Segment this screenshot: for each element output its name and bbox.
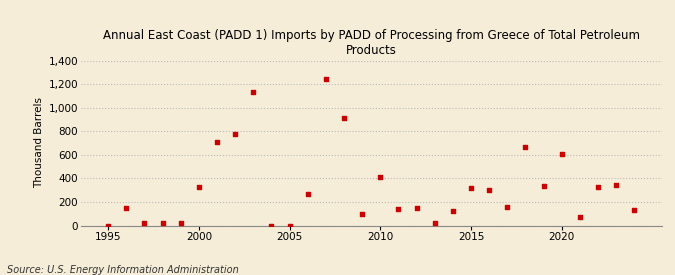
Point [339, 116, 350, 120]
Point [556, 152, 567, 156]
Point [357, 211, 368, 216]
Point [230, 131, 240, 136]
Y-axis label: Thousand Barrels: Thousand Barrels [34, 98, 45, 188]
Point [502, 204, 513, 209]
Point [194, 185, 205, 189]
Point [611, 183, 622, 188]
Point [321, 77, 331, 82]
Point [629, 208, 640, 212]
Point [574, 215, 585, 219]
Point [448, 209, 458, 214]
Point [212, 140, 223, 144]
Point [593, 185, 603, 189]
Point [520, 144, 531, 149]
Point [139, 221, 150, 225]
Point [157, 221, 168, 225]
Point [121, 206, 132, 210]
Title: Annual East Coast (PADD 1) Imports by PADD of Processing from Greece of Total Pe: Annual East Coast (PADD 1) Imports by PA… [103, 29, 640, 57]
Point [538, 184, 549, 188]
Point [248, 90, 259, 95]
Point [176, 221, 186, 225]
Point [266, 223, 277, 228]
Point [103, 223, 113, 228]
Point [466, 186, 477, 190]
Point [429, 220, 440, 225]
Text: Source: U.S. Energy Information Administration: Source: U.S. Energy Information Administ… [7, 265, 238, 275]
Point [393, 207, 404, 211]
Point [375, 175, 385, 179]
Point [484, 188, 495, 192]
Point [302, 191, 313, 196]
Point [411, 206, 422, 210]
Point [284, 223, 295, 228]
